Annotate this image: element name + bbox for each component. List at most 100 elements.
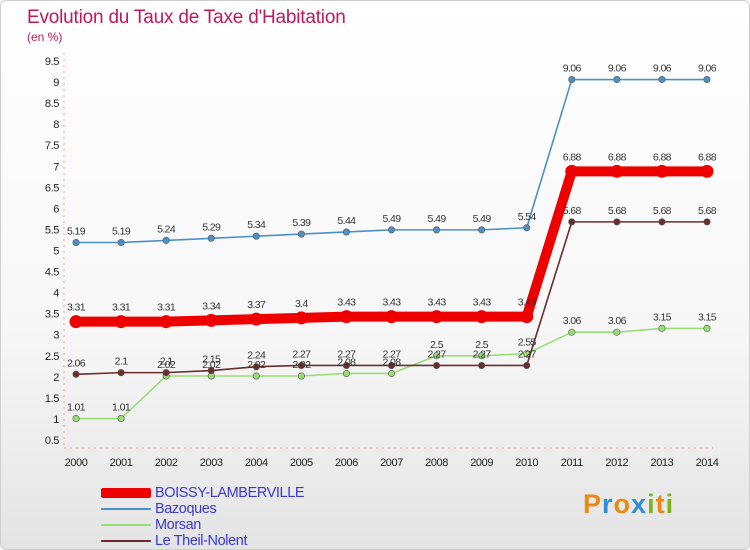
- data-point: [433, 352, 441, 360]
- data-point: [297, 361, 305, 369]
- data-label: 3.43: [473, 297, 492, 309]
- x-tick-label: 2003: [200, 457, 223, 469]
- data-label: 2.27: [518, 348, 537, 360]
- data-label: 2.27: [292, 348, 311, 360]
- data-label: 2.27: [428, 348, 447, 360]
- data-label: 5.44: [337, 215, 356, 227]
- logo-letter: r: [602, 489, 614, 519]
- data-label: 5.54: [518, 211, 537, 223]
- data-point: [658, 218, 666, 226]
- y-tick-label: 3: [53, 330, 59, 342]
- data-point: [162, 236, 170, 244]
- series-layer: [69, 76, 714, 423]
- data-label: 5.49: [382, 213, 401, 225]
- series-boissy-lamberville: [69, 164, 714, 329]
- data-label: 5.19: [67, 225, 86, 237]
- data-label: 3.34: [202, 300, 221, 312]
- y-tick-label: 9: [53, 77, 59, 89]
- series-le-theil-nolent: [72, 218, 711, 378]
- data-label: 5.68: [563, 205, 582, 217]
- data-label: 9.06: [653, 63, 672, 75]
- data-label: 2.27: [337, 348, 356, 360]
- logo-letter: i: [647, 489, 656, 519]
- data-point: [117, 415, 125, 423]
- legend-swatch: [101, 508, 151, 510]
- y-tick-label: 6.5: [45, 182, 59, 194]
- data-point: [523, 361, 531, 369]
- data-point: [568, 218, 576, 226]
- y-tick-label: 6: [53, 203, 59, 215]
- data-label: 2.02: [157, 359, 176, 371]
- data-point: [700, 164, 714, 178]
- x-tick-label: 2005: [290, 457, 313, 469]
- data-label: 3.43: [337, 297, 356, 309]
- data-label: 5.68: [653, 205, 672, 217]
- series-morsan: [72, 324, 711, 423]
- legend-swatch: [101, 524, 151, 526]
- y-tick-label: 2: [53, 372, 59, 384]
- data-point: [342, 228, 350, 236]
- data-point: [162, 369, 170, 377]
- data-point: [207, 367, 215, 375]
- data-label: 3.43: [382, 297, 401, 309]
- data-point: [387, 226, 395, 234]
- legend-item: Bazoques: [101, 501, 304, 517]
- x-tick-label: 2001: [110, 457, 133, 469]
- x-tick-label: 2007: [380, 457, 403, 469]
- y-tick-label: 5.5: [45, 224, 59, 236]
- data-point: [475, 310, 489, 324]
- data-label: 2.1: [160, 356, 174, 368]
- data-label: 9.06: [608, 63, 627, 75]
- data-point: [433, 226, 441, 234]
- data-label: 6.88: [698, 151, 717, 163]
- data-label: 2.02: [292, 359, 311, 371]
- x-tick-label: 2002: [155, 457, 178, 469]
- x-tick-label: 2009: [470, 457, 493, 469]
- data-point: [342, 361, 350, 369]
- data-label: 5.68: [698, 205, 717, 217]
- data-label: 3.31: [157, 302, 176, 314]
- y-tick-label: 8.5: [45, 98, 59, 110]
- data-point: [72, 370, 80, 378]
- data-label: 6.88: [563, 151, 582, 163]
- data-point: [339, 310, 353, 324]
- x-tick-label: 2013: [650, 457, 673, 469]
- data-point: [658, 76, 666, 84]
- y-tick-label: 5: [53, 246, 59, 258]
- legend-item: Le Theil-Nolent: [101, 533, 304, 549]
- data-point: [613, 328, 621, 336]
- logo-letter: o: [613, 489, 632, 519]
- data-label: 3.31: [67, 302, 86, 314]
- data-label: 2.02: [247, 359, 266, 371]
- data-point: [117, 369, 125, 377]
- chart-subtitle: (en %): [27, 30, 63, 44]
- legend-label: BOISSY-LAMBERVILLE: [155, 485, 305, 501]
- x-tick-label: 2008: [425, 457, 448, 469]
- data-point: [478, 352, 486, 360]
- series-bazoques: [72, 76, 711, 246]
- y-tick-label: 4.5: [45, 267, 59, 279]
- x-tick-label: 2014: [696, 457, 719, 469]
- logo-letter: i: [665, 489, 675, 519]
- data-point: [523, 224, 531, 232]
- data-point: [72, 415, 80, 423]
- data-label: 2.08: [337, 356, 356, 368]
- data-point: [387, 369, 395, 377]
- data-point: [294, 311, 308, 325]
- data-label: 2.15: [202, 354, 221, 366]
- data-point: [207, 234, 215, 242]
- chart-title: Evolution du Taux de Taxe d'Habitation: [27, 7, 346, 28]
- data-point: [342, 369, 350, 377]
- data-point: [568, 328, 576, 336]
- data-point: [252, 363, 260, 371]
- data-point: [520, 310, 534, 324]
- y-tick-label: 9.5: [45, 56, 59, 68]
- data-point: [117, 238, 125, 246]
- legend-label: Morsan: [155, 517, 201, 533]
- legend-item: Morsan: [101, 517, 304, 533]
- data-label: 1.01: [67, 402, 86, 414]
- x-tick-label: 2006: [335, 457, 358, 469]
- data-point: [69, 315, 83, 329]
- data-point: [297, 230, 305, 238]
- y-tick-label: 4: [53, 288, 59, 300]
